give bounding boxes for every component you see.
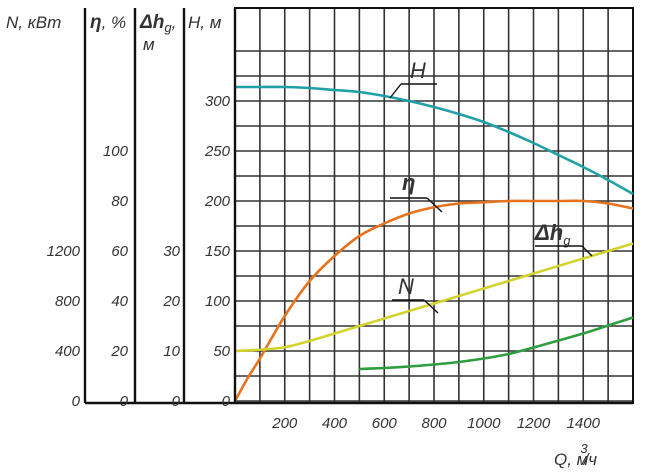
tick-label-N: 800 — [55, 293, 81, 310]
tick-label-x: 200 — [271, 415, 298, 432]
tick-label-N: 1200 — [47, 243, 81, 260]
tick-label-eta: 20 — [110, 343, 128, 360]
curve-label-eta-text: η — [402, 170, 415, 195]
axis-header-dh-sub: g — [164, 20, 172, 35]
tick-label-N: 0 — [72, 393, 81, 410]
tick-label-N: 400 — [55, 343, 81, 360]
tick-label-dh: 30 — [163, 243, 180, 260]
tick-label-dh: 20 — [162, 293, 180, 310]
x-axis-title-suffix: /ч — [583, 450, 598, 469]
x-axis-title: Q, м3/ч — [554, 441, 597, 469]
tick-label-eta: 80 — [111, 193, 128, 210]
curve-label-H-text: H — [410, 58, 426, 83]
series-line-dh — [359, 316, 634, 371]
tick-label-H: 0 — [222, 393, 231, 410]
curve-label-dh-text: Δhg — [534, 220, 571, 248]
x-axis-title-text: Q, м — [554, 450, 589, 469]
axis-header-N: N, кВт — [6, 13, 61, 32]
tick-label-eta: 40 — [111, 293, 128, 310]
axis-header-eta: η, % — [90, 12, 126, 33]
axis-header-eta-symbol: η — [90, 12, 102, 33]
curves — [233, 85, 634, 402]
tick-label-dh: 0 — [172, 393, 181, 410]
curve-label-H-leader — [389, 83, 402, 99]
curve-label-dh: Δhg — [534, 220, 593, 257]
series-line-H — [235, 85, 634, 196]
x-axis-title-sup: 3 — [580, 441, 588, 456]
curve-label-eta: η — [390, 170, 443, 213]
curve-label-H: H — [389, 58, 437, 99]
series-line-eta — [233, 199, 634, 402]
tick-label-H: 50 — [213, 343, 230, 360]
tick-label-x: 800 — [421, 415, 447, 432]
tick-label-x: 600 — [372, 415, 398, 432]
curve-label-dh-leader — [581, 245, 593, 257]
curve-label-N-leader — [423, 299, 439, 314]
tick-label-x: 400 — [322, 415, 348, 432]
tick-labels: 0400800120002040608010001020300501001502… — [47, 93, 601, 432]
axis-lines — [83, 8, 633, 405]
series-line-N — [234, 242, 634, 353]
curve-label-N: N — [392, 274, 439, 314]
curve-label-eta-leader — [426, 197, 443, 213]
tick-label-x: 1200 — [517, 415, 551, 432]
axis-header-H: Н, м — [188, 13, 222, 32]
axis-header-dh-tail: , — [172, 13, 177, 32]
tick-label-x: 1400 — [567, 415, 601, 432]
curve-label-dh-sub: g — [563, 233, 571, 248]
axis-header-dh-symbol: Δh — [139, 12, 164, 33]
tick-label-H: 250 — [204, 143, 231, 160]
tick-label-H: 100 — [205, 293, 231, 310]
tick-label-eta: 0 — [120, 393, 129, 410]
curve-label-N-text: N — [398, 274, 414, 299]
axis-header-eta-unit: , % — [102, 13, 127, 32]
axis-header-dh: Δhg, — [139, 12, 176, 35]
axis-header-dh-unit: м — [143, 35, 155, 54]
tick-label-H: 200 — [204, 193, 231, 210]
plot-grid — [234, 7, 634, 404]
tick-label-x: 1000 — [467, 415, 501, 432]
tick-label-eta: 60 — [111, 243, 128, 260]
tick-label-H: 300 — [205, 93, 231, 110]
tick-label-H: 150 — [205, 243, 231, 260]
curve-label-dh-symbol: Δh — [534, 220, 563, 245]
tick-label-eta: 100 — [103, 143, 129, 160]
tick-label-dh: 10 — [163, 343, 180, 360]
